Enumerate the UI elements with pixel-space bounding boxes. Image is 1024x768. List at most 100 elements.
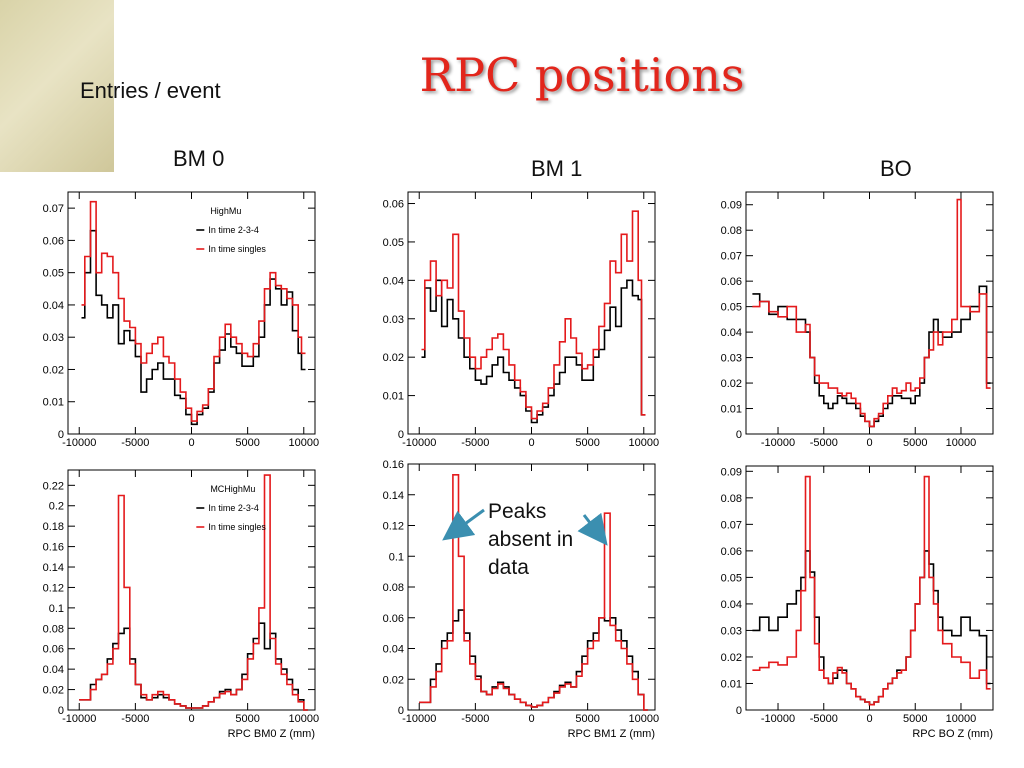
x-axis-label: RPC BM1 Z (mm) (568, 728, 655, 740)
y-tick-label: 0.12 (383, 521, 404, 533)
legend-entry: In time 2-3-4 (208, 503, 259, 513)
chart-bm0-mc: 0 0.02 0.04 0.06 0.08 0.1 0.12 0.14 0.16 0.18 0.2 0… (43, 469, 319, 740)
y-tick-label: 0.05 (721, 572, 742, 584)
series-line-1 (752, 475, 991, 706)
y-tick-label: 0.06 (721, 546, 742, 558)
series-line-0 (421, 279, 646, 424)
plot-bo-data: 0 0.01 0.02 0.03 0.04 0.05 0.06 0.07 0.08 0.09 -10… (706, 186, 1001, 459)
annotation-line: data (488, 556, 529, 579)
decorative-corner (0, 0, 114, 172)
legend-header: MCHighMu (210, 484, 255, 494)
x-tick-label: 10000 (946, 713, 977, 725)
x-tick-label: 10000 (288, 437, 319, 449)
series-line-1 (752, 198, 991, 428)
y-tick-label: 0.04 (721, 327, 742, 339)
x-tick-label: -10000 (402, 437, 436, 449)
chart-bo-data: 0 0.01 0.02 0.03 0.04 0.05 0.06 0.07 0.08 0.09 -10… (721, 191, 994, 449)
series-line-0 (752, 550, 991, 706)
y-tick-label: 0 (736, 429, 742, 441)
y-tick-label: 0.01 (43, 397, 64, 409)
plot-frame (745, 191, 994, 435)
y-tick-label: 0.02 (383, 674, 404, 686)
plot-bm1-data: 0 0.01 0.02 0.03 0.04 0.05 0.06 -10000 -5000 0 500… (368, 186, 663, 459)
y-tick-label: 0.07 (721, 519, 742, 531)
plot-frame (407, 191, 656, 435)
y-tick-label: 0 (58, 705, 64, 717)
y-tick-label: 0.22 (43, 480, 64, 492)
y-tick-label: 0.04 (43, 664, 64, 676)
plot-bm1-mc: 0 0.02 0.04 0.06 0.08 0.1 0.12 0.14 0.16 -10000 -5… (368, 458, 663, 749)
x-tick-label: -10000 (402, 713, 436, 725)
y-tick-label: 0.01 (383, 391, 404, 403)
series-line-0 (81, 229, 306, 426)
x-tick-label: 10000 (288, 713, 319, 725)
chart-bm0-data: 0 0.01 0.02 0.03 0.04 0.05 0.06 0.07 -10000 -5000… (43, 191, 319, 449)
x-tick-label: 5000 (235, 437, 259, 449)
y-tick-label: 0.02 (43, 685, 64, 697)
plot-frame (67, 191, 316, 435)
x-tick-label: -10000 (62, 713, 96, 725)
column-label-bm1: BM 1 (531, 156, 583, 181)
column-label-bo: BO (880, 156, 912, 181)
y-tick-label: 0.04 (383, 644, 404, 656)
y-tick-label: 0.14 (43, 562, 64, 574)
x-tick-label: -5000 (461, 437, 489, 449)
slide-title: RPC positions (419, 48, 745, 102)
series-line-1 (421, 210, 646, 420)
y-tick-label: 0.05 (721, 302, 742, 314)
legend-header: HighMu (210, 206, 241, 216)
x-tick-label: 5000 (903, 713, 927, 725)
x-tick-label: 5000 (575, 437, 599, 449)
plot-bm0-mc: 0 0.02 0.04 0.06 0.08 0.1 0.12 0.14 0.16 0.18 0.2 0… (28, 464, 323, 749)
y-tick-label: 0 (398, 705, 404, 717)
y-axis-caption: Entries / event (80, 78, 221, 103)
y-tick-label: 0.03 (43, 332, 64, 344)
x-tick-label: 0 (866, 713, 872, 725)
y-tick-label: 0.09 (721, 200, 742, 212)
y-tick-label: 0.04 (721, 599, 742, 611)
y-tick-label: 0.02 (383, 352, 404, 364)
y-tick-label: 0.02 (721, 378, 742, 390)
y-tick-label: 0.06 (43, 235, 64, 247)
chart-bm1-mc: 0 0.02 0.04 0.06 0.08 0.1 0.12 0.14 0.16 -10000 -5… (383, 459, 659, 740)
chart-bm1-data: 0 0.01 0.02 0.03 0.04 0.05 0.06 -10000 -5000 0 500… (383, 191, 659, 449)
series-line-1 (419, 474, 648, 711)
y-tick-label: 0.07 (43, 203, 64, 215)
x-tick-label: 0 (188, 437, 194, 449)
x-tick-label: -10000 (761, 437, 795, 449)
y-tick-label: 0.03 (721, 625, 742, 637)
y-tick-label: 0.02 (43, 364, 64, 376)
x-axis-label: RPC BO Z (mm) (912, 728, 993, 740)
x-tick-label: 5000 (575, 713, 599, 725)
y-tick-label: 0.05 (43, 268, 64, 280)
column-label-bm0: BM 0 (173, 146, 225, 171)
x-tick-label: 0 (188, 713, 194, 725)
x-tick-label: 10000 (628, 713, 659, 725)
x-tick-label: -10000 (761, 713, 795, 725)
annotation-text: Peaks absent in data (488, 498, 573, 582)
series-line-1 (81, 200, 306, 422)
y-tick-label: 0.08 (43, 623, 64, 635)
y-tick-label: 0.18 (43, 521, 64, 533)
x-tick-label: 10000 (946, 437, 977, 449)
x-axis-label: RPC BM0 Z (mm) (228, 728, 315, 740)
y-tick-label: 0.05 (383, 237, 404, 249)
y-tick-label: 0.08 (721, 225, 742, 237)
x-tick-label: 5000 (903, 437, 927, 449)
annotation-line: absent in (488, 528, 574, 551)
x-tick-label: 0 (528, 437, 534, 449)
y-tick-label: 0.12 (43, 582, 64, 594)
y-tick-label: 0.04 (383, 275, 404, 287)
x-tick-label: 5000 (235, 713, 259, 725)
y-tick-label: 0.06 (43, 644, 64, 656)
series-line-0 (79, 622, 308, 711)
y-tick-label: 0.06 (383, 613, 404, 625)
chart-bo-mc: 0 0.01 0.02 0.03 0.04 0.05 0.06 0.07 0.08 0.09 -10… (721, 465, 994, 740)
y-tick-label: 0 (58, 429, 64, 441)
y-tick-label: 0.1 (49, 603, 64, 615)
y-tick-label: 0.06 (383, 199, 404, 211)
x-tick-label: -10000 (62, 437, 96, 449)
y-tick-label: 0.06 (721, 276, 742, 288)
x-tick-label: -5000 (810, 437, 838, 449)
y-tick-label: 0.03 (383, 314, 404, 326)
